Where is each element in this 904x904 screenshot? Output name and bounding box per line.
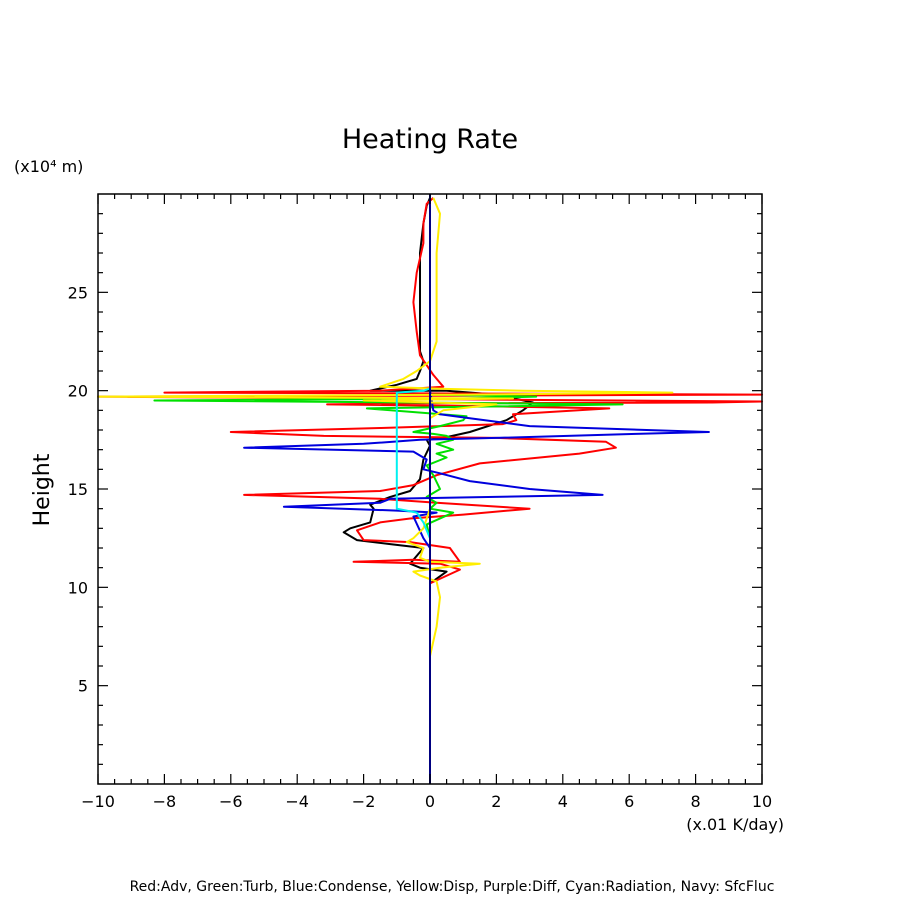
series-line-3 bbox=[153, 194, 624, 584]
y-unit-label: (x10⁴ m) bbox=[14, 157, 83, 176]
series-line-4 bbox=[243, 194, 710, 765]
y-tick-label: 20 bbox=[68, 382, 88, 401]
x-tick-label: 8 bbox=[691, 792, 701, 811]
x-tick-label: −6 bbox=[219, 792, 243, 811]
chart-title: Heating Rate bbox=[342, 124, 518, 155]
x-tick-label: 0 bbox=[425, 792, 435, 811]
y-axis-label: Height bbox=[30, 453, 55, 526]
series-line-2 bbox=[97, 197, 763, 585]
series-line-6 bbox=[395, 387, 431, 584]
x-tick-label: 6 bbox=[624, 792, 634, 811]
color-legend: Red:Adv, Green:Turb, Blue:Condense, Yell… bbox=[130, 879, 775, 895]
y-tick-label: 5 bbox=[78, 677, 88, 696]
y-tick-label: 25 bbox=[68, 283, 88, 302]
x-axis-label: (x.01 K/day) bbox=[686, 815, 784, 834]
series-line-5 bbox=[97, 197, 674, 657]
plot-frame bbox=[97, 193, 763, 785]
x-tick-label: 4 bbox=[558, 792, 568, 811]
x-tick-label: 2 bbox=[491, 792, 501, 811]
x-tick-label: −10 bbox=[81, 792, 115, 811]
x-tick-label: 10 bbox=[752, 792, 772, 811]
x-tick-label: −8 bbox=[153, 792, 177, 811]
x-tick-label: −4 bbox=[285, 792, 309, 811]
axis-ticks: −10 −8 −6 −4 −2 0 2 4 6 8 10 5 10 15 20 25 bbox=[68, 194, 772, 811]
y-tick-label: 10 bbox=[68, 578, 88, 597]
y-tick-label: 15 bbox=[68, 480, 88, 499]
series-layer bbox=[97, 194, 763, 784]
x-tick-label: −2 bbox=[352, 792, 376, 811]
